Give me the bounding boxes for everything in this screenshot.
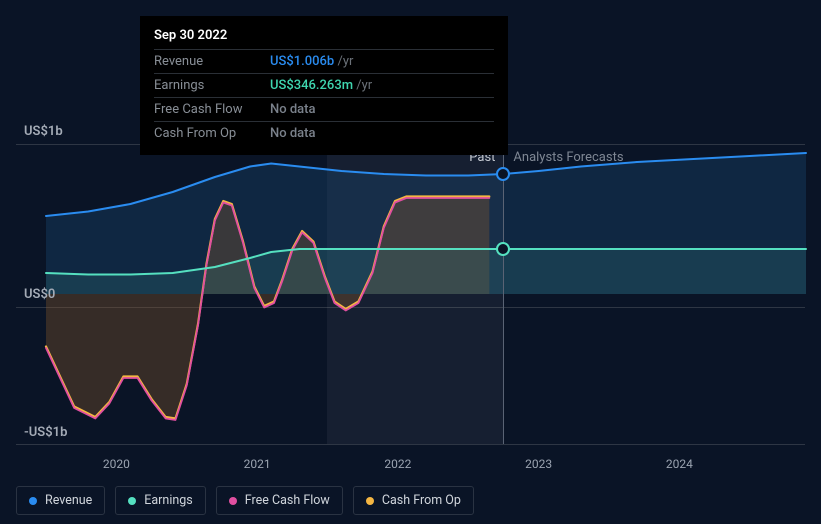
x-axis-label: 2024 [666, 457, 693, 471]
legend-item-earnings[interactable]: Earnings [115, 486, 205, 515]
y-axis-label: US$1b [24, 124, 63, 139]
tooltip-row-value: US$346.263m [270, 78, 353, 93]
x-axis-label: 2023 [525, 457, 552, 471]
legend-item-revenue[interactable]: Revenue [16, 486, 105, 515]
hover-tooltip: Sep 30 2022 RevenueUS$1.006b /yrEarnings… [140, 16, 508, 155]
x-axis-label: 2021 [244, 457, 271, 471]
legend: Revenue Earnings Free Cash Flow Cash From O… [16, 486, 474, 515]
marker-revenue [496, 167, 510, 181]
tooltip-row-label: Earnings [154, 74, 270, 98]
chart-stage: US$1bUS$0-US$1b PastAnalysts Forecasts 2… [0, 0, 821, 524]
tooltip-row-value: No data [270, 102, 316, 117]
legend-dot-icon [229, 497, 237, 505]
legend-item-free-cash-flow[interactable]: Free Cash Flow [216, 486, 343, 515]
tooltip-row-value: US$1.006b [270, 54, 334, 69]
legend-item-cash-from-op[interactable]: Cash From Op [353, 486, 474, 515]
tooltip-row-label: Revenue [154, 50, 270, 74]
tooltip-row-label: Free Cash Flow [154, 98, 270, 122]
tooltip-row-label: Cash From Op [154, 122, 270, 146]
y-axis-label: -US$1b [24, 425, 67, 440]
marker-vertical-line [503, 144, 504, 444]
legend-label: Cash From Op [382, 493, 461, 508]
tooltip-title: Sep 30 2022 [154, 24, 494, 49]
legend-dot-icon [29, 497, 37, 505]
x-axis-label: 2022 [384, 457, 411, 471]
tooltip-row-value-cell: No data [270, 98, 494, 122]
tooltip-row-value: No data [270, 126, 316, 141]
label-forecast: Analysts Forecasts [513, 150, 623, 165]
legend-label: Free Cash Flow [245, 493, 330, 508]
legend-dot-icon [128, 497, 136, 505]
legend-dot-icon [366, 497, 374, 505]
y-axis-label: US$0 [24, 287, 55, 302]
marker-earnings [496, 242, 510, 256]
legend-label: Earnings [144, 493, 192, 508]
legend-label: Revenue [45, 493, 92, 508]
tooltip-row-value-cell: No data [270, 122, 494, 146]
tooltip-row-value-cell: US$346.263m /yr [270, 74, 494, 98]
x-axis-label: 2020 [103, 457, 130, 471]
tooltip-row-value-cell: US$1.006b /yr [270, 50, 494, 74]
